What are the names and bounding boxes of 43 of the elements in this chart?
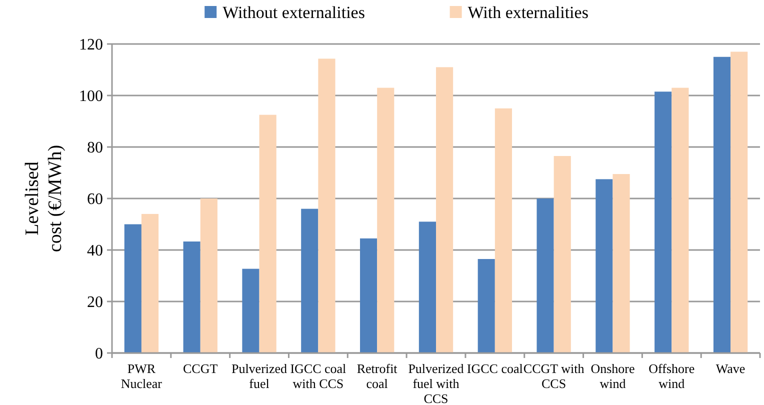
x-tick-label: Pulverized fuel with CCS xyxy=(408,361,464,405)
bar xyxy=(141,214,159,353)
y-tick-label: 0 xyxy=(95,346,103,363)
bar xyxy=(612,174,630,353)
bar xyxy=(478,259,495,353)
x-tick-label: Wave xyxy=(716,361,746,376)
bar xyxy=(183,242,200,353)
bar xyxy=(713,56,731,353)
bar xyxy=(494,108,512,353)
bar xyxy=(200,198,218,353)
bar xyxy=(672,88,689,353)
legend-label: With externalities xyxy=(468,3,588,22)
legend-label: Without externalities xyxy=(222,3,365,22)
bar xyxy=(242,268,260,353)
x-tick-label: IGCC coal xyxy=(466,361,524,376)
x-tick-label: IGCC coal with CCS xyxy=(290,361,347,391)
bar xyxy=(124,224,142,353)
bar xyxy=(436,67,454,353)
x-tick-label: CCGT with CCS xyxy=(523,361,585,391)
y-tick-label: 100 xyxy=(79,88,103,106)
bar xyxy=(377,88,394,353)
x-tick-label: Pulverized fuel xyxy=(231,361,288,391)
bar xyxy=(554,156,571,353)
y-tick-label: 80 xyxy=(87,140,103,157)
bar xyxy=(596,179,613,353)
y-tick-label: 60 xyxy=(87,191,103,208)
bar xyxy=(654,92,672,353)
bar xyxy=(418,222,436,353)
x-tick-label: PWR Nuclear xyxy=(120,361,163,391)
y-tick-label: 120 xyxy=(79,36,103,54)
x-tick-label: Onshore wind xyxy=(590,361,635,391)
y-tick-label: 40 xyxy=(87,242,103,260)
x-tick-label: Retrofit coal xyxy=(356,361,398,391)
x-tick-label: Offshore wind xyxy=(648,361,695,391)
x-tick-label: CCGT xyxy=(183,361,218,376)
bar xyxy=(536,198,554,353)
bar xyxy=(318,58,336,353)
bar xyxy=(360,238,378,353)
y-tick-label: 20 xyxy=(87,294,103,312)
bar xyxy=(730,52,748,353)
bar xyxy=(259,114,276,353)
y-axis-title: Levelised cost (€/MWh) xyxy=(22,144,66,252)
bar xyxy=(301,208,318,353)
